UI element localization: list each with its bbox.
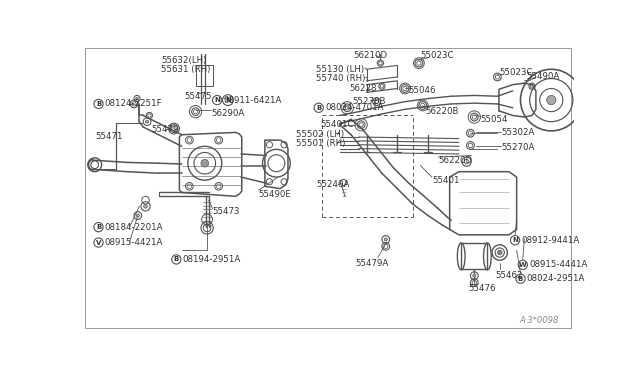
- Text: 55401C: 55401C: [320, 120, 354, 129]
- Text: B: B: [316, 105, 321, 111]
- Text: A·3*0098: A·3*0098: [520, 316, 559, 325]
- Text: 55473: 55473: [212, 207, 240, 216]
- Text: 55046: 55046: [409, 86, 436, 95]
- Text: 56220D: 56220D: [438, 155, 472, 165]
- Bar: [196, 65, 212, 86]
- Text: N: N: [512, 237, 518, 243]
- Circle shape: [497, 250, 502, 255]
- Circle shape: [145, 120, 148, 123]
- Circle shape: [473, 274, 476, 277]
- Text: 55476: 55476: [468, 284, 495, 293]
- Text: 56290A: 56290A: [211, 109, 244, 118]
- Text: 55462: 55462: [496, 271, 524, 280]
- Text: 08915-4421A: 08915-4421A: [105, 238, 163, 247]
- Text: 08024-2951A: 08024-2951A: [527, 274, 585, 283]
- Text: 55270B: 55270B: [353, 97, 386, 106]
- Text: B: B: [96, 101, 101, 107]
- Text: N: N: [225, 97, 231, 103]
- Text: 55479: 55479: [151, 125, 179, 134]
- Circle shape: [201, 159, 209, 167]
- Text: 08912-9441A: 08912-9441A: [521, 236, 580, 245]
- Circle shape: [384, 238, 387, 241]
- Text: 08124-2251F: 08124-2251F: [105, 99, 163, 108]
- Text: 55240A: 55240A: [316, 180, 350, 189]
- Text: 55740 (RH): 55740 (RH): [316, 74, 366, 83]
- Text: 56220B: 56220B: [425, 107, 458, 116]
- Text: N: N: [214, 97, 220, 103]
- Text: B: B: [96, 224, 101, 230]
- Text: 08194-2951A: 08194-2951A: [182, 255, 241, 264]
- Text: 55130 (LH): 55130 (LH): [316, 65, 365, 74]
- Circle shape: [136, 97, 138, 100]
- Text: 55490E: 55490E: [259, 189, 292, 199]
- Text: 55631 (RH): 55631 (RH): [161, 65, 211, 74]
- Text: 55401: 55401: [432, 176, 460, 185]
- Circle shape: [547, 96, 556, 105]
- Text: 55471: 55471: [95, 132, 123, 141]
- Text: 55023C: 55023C: [420, 51, 454, 60]
- Text: 55054: 55054: [481, 115, 508, 124]
- Text: B: B: [173, 256, 179, 263]
- Text: W: W: [519, 262, 527, 268]
- Text: 08915-4441A: 08915-4441A: [529, 260, 588, 269]
- Text: 55270A: 55270A: [501, 143, 534, 152]
- Text: B: B: [518, 276, 523, 282]
- Text: 55502 (LH): 55502 (LH): [296, 130, 344, 139]
- Text: 55501 (RH): 55501 (RH): [296, 140, 345, 148]
- Text: 55475: 55475: [184, 92, 211, 101]
- Text: 55490A: 55490A: [527, 73, 560, 81]
- Circle shape: [136, 214, 140, 217]
- Text: 08911-6421A: 08911-6421A: [223, 96, 282, 105]
- Text: 56210D: 56210D: [353, 51, 388, 60]
- Text: 55632(LH): 55632(LH): [161, 55, 206, 64]
- Text: 55302A: 55302A: [501, 128, 534, 137]
- Circle shape: [143, 205, 147, 208]
- Text: 08184-2201A: 08184-2201A: [105, 222, 163, 232]
- Text: 55023C: 55023C: [499, 68, 532, 77]
- Text: 55479A: 55479A: [355, 259, 388, 268]
- Text: 08024-4701A: 08024-4701A: [325, 103, 383, 112]
- Text: V: V: [96, 240, 101, 246]
- Text: 56228: 56228: [349, 84, 377, 93]
